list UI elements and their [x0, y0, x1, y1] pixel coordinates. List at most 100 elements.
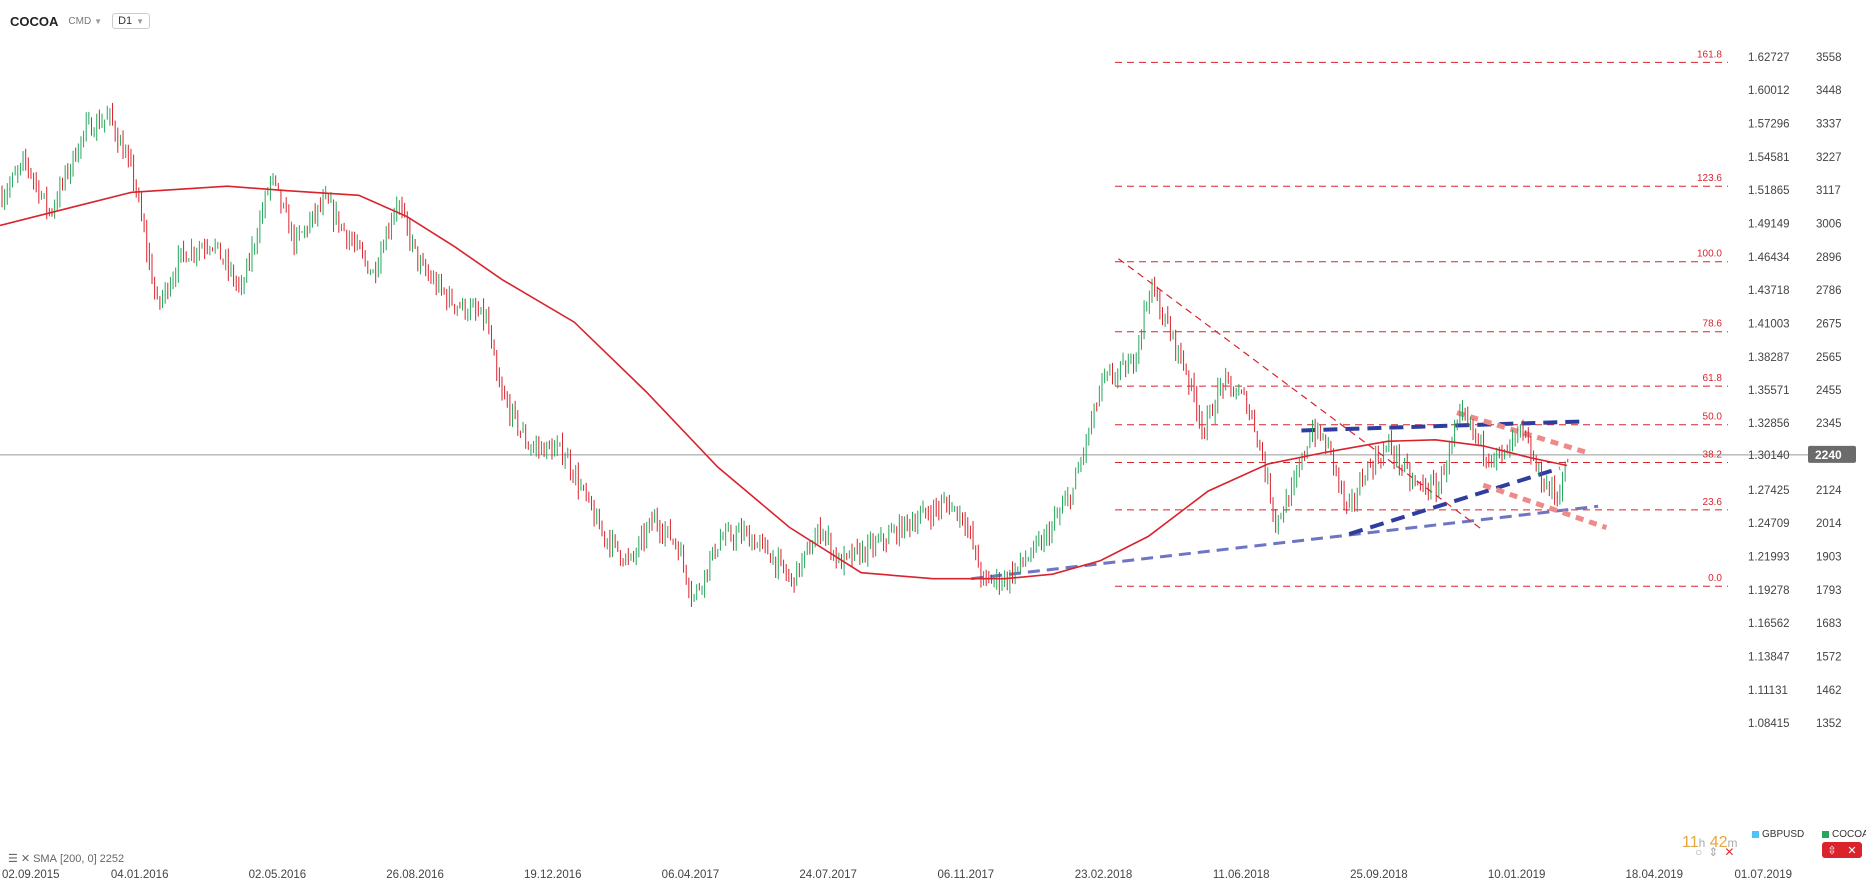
- y-tick-label: 3448: [1816, 85, 1842, 97]
- y-tick-label: 3227: [1816, 152, 1842, 164]
- legend-label: GBPUSD: [1762, 829, 1805, 840]
- candles: [1, 102, 1569, 607]
- timeframe-label: D1: [118, 15, 133, 27]
- gbpusd-tick-label: 1.13847: [1748, 652, 1790, 664]
- y-tick-label: 1683: [1816, 618, 1842, 630]
- indicator-name: SMA: [33, 852, 57, 865]
- x-tick-label: 11.06.2018: [1213, 869, 1270, 881]
- gbpusd-tick-label: 1.16562: [1748, 618, 1790, 630]
- trendline: [1482, 482, 1608, 531]
- y-tick-label: 2786: [1816, 285, 1842, 297]
- close-icon: ✕: [1847, 844, 1857, 857]
- timer-minutes-unit: m: [1727, 836, 1738, 850]
- sma-line-layer: [0, 185, 1568, 580]
- x-tick-label: 23.02.2018: [1075, 869, 1133, 881]
- timer-minutes: 42: [1709, 834, 1728, 851]
- gbpusd-tick-label: 1.19278: [1748, 585, 1790, 597]
- current-price-label: 2240: [1815, 448, 1842, 462]
- up-down-icon[interactable]: ⇕: [1708, 845, 1719, 859]
- trendline: [1348, 466, 1561, 536]
- gbpusd-tick-label: 1.11131: [1748, 685, 1788, 697]
- market-label: CMD: [68, 15, 92, 27]
- y-tick-label: 3117: [1816, 185, 1841, 197]
- close-icon[interactable]: ✕: [20, 853, 31, 865]
- timer-hours-unit: h: [1698, 836, 1706, 850]
- fib-level-label: 0.0: [1708, 573, 1722, 584]
- gbpusd-tick-label: 1.49149: [1748, 219, 1790, 231]
- gbpusd-tick-label: 1.60012: [1748, 85, 1790, 97]
- gbpusd-tick-label: 1.51865: [1748, 185, 1790, 197]
- gbpusd-tick-label: 1.35571: [1748, 385, 1790, 397]
- indicator-params: [200, 0]: [59, 852, 97, 865]
- x-tick-label: 01.07.2019: [1734, 869, 1792, 881]
- gbpusd-tick-label: 1.30140: [1748, 450, 1790, 462]
- y-tick-label: 1793: [1816, 585, 1842, 597]
- gbpusd-tick-label: 1.43718: [1748, 285, 1790, 297]
- gbpusd-tick-label: 1.21993: [1748, 552, 1790, 564]
- timer-hours: 11: [1682, 834, 1699, 851]
- legend-swatch: [1822, 831, 1829, 838]
- gbpusd-tick-label: 1.46434: [1748, 252, 1790, 264]
- y-tick-label: 2124: [1816, 485, 1842, 497]
- chevron-down-icon: ▼: [136, 16, 145, 26]
- indicator-value: 2252: [99, 852, 125, 865]
- legend-swatch: [1752, 831, 1759, 838]
- market-badge[interactable]: CMD ▼: [68, 16, 102, 27]
- gbpusd-tick-label: 1.24709: [1748, 518, 1790, 530]
- gbpusd-tick-label: 1.62727: [1748, 52, 1790, 64]
- x-tick-label: 02.05.2016: [249, 869, 307, 881]
- y-tick-label: 2565: [1816, 352, 1842, 364]
- y-tick-label: 3337: [1816, 119, 1842, 131]
- y-tick-label: 3006: [1816, 219, 1842, 231]
- trendlines: [971, 258, 1608, 581]
- y-tick-label: 1903: [1816, 552, 1842, 564]
- axes: 3558 1.62727 3448 1.60012 3337 1.57296 3227 1.5…: [2, 52, 1856, 881]
- dot-icon[interactable]: ○: [1695, 845, 1703, 859]
- fib-level-label: 123.6: [1697, 173, 1722, 184]
- chevron-down-icon: ▼: [94, 16, 103, 26]
- legend-gbpusd[interactable]: GBPUSD: [1752, 829, 1804, 840]
- candle-timer: 11h 42m: [1682, 834, 1738, 852]
- y-tick-label: 2345: [1816, 418, 1842, 430]
- x-tick-label: 26.08.2016: [386, 869, 444, 881]
- fib-level-label: 38.2: [1703, 449, 1723, 460]
- remove-series-button[interactable]: ⇳ ✕: [1822, 842, 1862, 858]
- x-tick-label: 18.04.2019: [1626, 869, 1684, 881]
- symbol-name[interactable]: COCOA: [10, 13, 59, 29]
- y-tick-label: 2675: [1816, 319, 1842, 331]
- gbpusd-tick-label: 1.54581: [1748, 152, 1790, 164]
- y-tick-label: 1572: [1816, 652, 1842, 664]
- gbpusd-tick-label: 1.38287: [1748, 352, 1790, 364]
- list-icon: ☰: [8, 853, 18, 865]
- arrow-up-down-icon: ⇳: [1827, 844, 1837, 857]
- x-tick-label: 04.01.2016: [111, 869, 169, 881]
- legend-cocoa[interactable]: COCOA: [1822, 829, 1866, 840]
- fib-level-label: 100.0: [1697, 249, 1722, 260]
- timeframe-select[interactable]: D1 ▼: [112, 13, 151, 29]
- close-icon[interactable]: ✕: [1724, 845, 1735, 859]
- x-tick-label: 19.12.2016: [524, 869, 582, 881]
- x-tick-label: 24.07.2017: [799, 869, 857, 881]
- y-tick-label: 2896: [1816, 252, 1842, 264]
- x-tick-label: 10.01.2019: [1488, 869, 1546, 881]
- trendline: [1301, 419, 1585, 433]
- fib-level-label: 161.8: [1697, 49, 1722, 60]
- x-tick-label: 06.04.2017: [662, 869, 720, 881]
- gbpusd-tick-label: 1.27425: [1748, 485, 1790, 497]
- x-tick-label: 02.09.2015: [2, 869, 60, 881]
- x-tick-label: 06.11.2017: [937, 869, 994, 881]
- gbpusd-tick-label: 1.57296: [1748, 119, 1790, 131]
- x-tick-label: 25.09.2018: [1350, 869, 1408, 881]
- chart-controls: ○ ⇕ ✕: [1695, 845, 1734, 859]
- indicator-label[interactable]: ☰ ✕ SMA [200, 0] 2252: [8, 852, 125, 866]
- current-price-tag: [1808, 445, 1856, 463]
- sma-200-line: [0, 185, 1568, 580]
- legend-label: COCOA: [1832, 829, 1866, 840]
- y-tick-label: 2014: [1816, 518, 1842, 530]
- y-tick-label: 3558: [1816, 52, 1842, 64]
- y-tick-label: 1462: [1816, 685, 1842, 697]
- fib-level-label: 23.6: [1703, 497, 1723, 508]
- gbpusd-tick-label: 1.08415: [1748, 718, 1790, 730]
- gbpusd-tick-label: 1.32856: [1748, 418, 1790, 430]
